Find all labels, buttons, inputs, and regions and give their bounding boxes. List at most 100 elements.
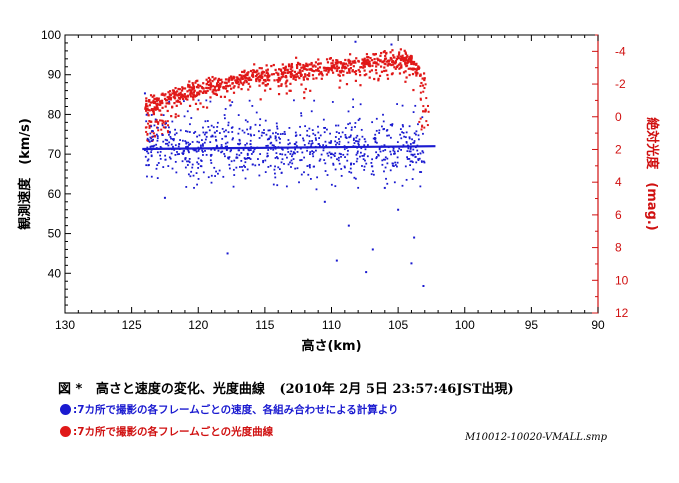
velocity-point bbox=[318, 159, 321, 162]
velocity-point bbox=[308, 127, 311, 130]
velocity-point bbox=[152, 130, 154, 133]
magnitude-point bbox=[300, 83, 303, 86]
velocity-point bbox=[156, 135, 159, 138]
velocity-point bbox=[147, 164, 150, 167]
magnitude-point bbox=[193, 89, 196, 92]
velocity-point bbox=[249, 133, 252, 136]
velocity-fit-line-path bbox=[142, 145, 436, 151]
magnitude-point bbox=[168, 95, 171, 98]
magnitude-point bbox=[215, 84, 218, 88]
magnitude-point bbox=[380, 70, 384, 73]
magnitude-point bbox=[320, 70, 323, 74]
magnitude-point bbox=[349, 63, 352, 66]
magnitude-point bbox=[277, 85, 280, 88]
magnitude-point bbox=[366, 56, 369, 59]
magnitude-point bbox=[360, 62, 364, 65]
velocity-point bbox=[189, 123, 191, 126]
legend-item-velocity: :7カ所で撮影の各フレームごとの速度、各組み合わせによる計算より bbox=[60, 402, 399, 417]
velocity-point bbox=[337, 124, 340, 127]
velocity-point bbox=[194, 130, 197, 133]
velocity-point bbox=[344, 127, 347, 129]
velocity-point bbox=[145, 150, 148, 153]
velocity-point bbox=[308, 140, 311, 143]
magnitude-point bbox=[321, 74, 324, 77]
velocity-point bbox=[357, 140, 360, 143]
velocity-point bbox=[246, 120, 249, 123]
magnitude-point bbox=[327, 71, 330, 74]
velocity-point bbox=[275, 139, 278, 142]
velocity-point bbox=[205, 99, 208, 102]
velocity-point bbox=[193, 149, 196, 152]
magnitude-point bbox=[224, 87, 228, 90]
magnitude-point bbox=[405, 59, 408, 62]
velocity-point bbox=[237, 149, 240, 152]
velocity-point bbox=[390, 153, 392, 156]
magnitude-point bbox=[339, 71, 342, 74]
magnitude-point bbox=[178, 92, 181, 95]
velocity-point bbox=[343, 148, 346, 151]
magnitude-point bbox=[421, 124, 424, 127]
magnitude-point bbox=[272, 63, 275, 67]
velocity-point bbox=[367, 144, 369, 146]
velocity-point bbox=[406, 158, 409, 160]
magnitude-point bbox=[303, 91, 306, 94]
magnitude-point bbox=[144, 107, 147, 110]
velocity-point bbox=[184, 158, 187, 161]
velocity-point bbox=[159, 154, 161, 157]
velocity-point bbox=[352, 139, 355, 141]
magnitude-point bbox=[218, 82, 222, 85]
velocity-point bbox=[417, 153, 419, 155]
magnitude-point bbox=[409, 59, 412, 63]
velocity-point bbox=[274, 137, 277, 140]
velocity-point bbox=[309, 166, 311, 169]
velocity-point bbox=[396, 165, 398, 168]
magnitude-point bbox=[424, 109, 427, 112]
magnitude-point bbox=[284, 75, 287, 78]
velocity-point bbox=[210, 154, 212, 157]
magnitude-point bbox=[171, 106, 174, 109]
magnitude-point bbox=[148, 99, 151, 102]
magnitude-point bbox=[348, 59, 351, 63]
magnitude-point bbox=[279, 69, 283, 72]
magnitude-point bbox=[241, 70, 244, 74]
velocity-point bbox=[168, 126, 170, 129]
magnitude-point bbox=[183, 87, 187, 90]
velocity-point bbox=[213, 149, 216, 151]
x-tick-label: 130 bbox=[55, 318, 75, 332]
magnitude-point bbox=[258, 84, 261, 87]
velocity-point bbox=[232, 185, 235, 188]
velocity-point bbox=[375, 156, 378, 158]
magnitude-point bbox=[190, 92, 193, 95]
velocity-point bbox=[249, 143, 252, 146]
velocity-point bbox=[372, 170, 374, 173]
y-left-tick-label: 80 bbox=[48, 107, 62, 121]
velocity-point bbox=[253, 134, 256, 137]
velocity-point bbox=[302, 137, 304, 140]
velocity-point bbox=[352, 98, 354, 101]
velocity-point bbox=[202, 144, 204, 147]
velocity-point bbox=[278, 141, 281, 144]
velocity-point bbox=[362, 158, 365, 161]
velocity-point bbox=[350, 162, 353, 165]
magnitude-point bbox=[166, 109, 169, 113]
velocity-point bbox=[156, 139, 159, 142]
velocity-point bbox=[274, 136, 277, 139]
magnitude-point bbox=[325, 73, 329, 76]
figure-title: 高さと速度の変化、光度曲線 bbox=[95, 382, 265, 397]
velocity-point bbox=[312, 132, 315, 135]
velocity-point bbox=[347, 123, 350, 126]
magnitude-point bbox=[374, 52, 377, 56]
magnitude-point bbox=[291, 69, 294, 72]
legend-label-magnitude: :7カ所で撮影の各フレームごとの光度曲線 bbox=[73, 426, 274, 438]
velocity-point bbox=[412, 154, 414, 157]
magnitude-point bbox=[228, 76, 231, 79]
velocity-point bbox=[184, 157, 187, 159]
velocity-point bbox=[311, 140, 313, 142]
magnitude-point bbox=[330, 67, 333, 70]
velocity-point bbox=[192, 174, 195, 177]
velocity-point bbox=[231, 101, 234, 104]
magnitude-point bbox=[320, 77, 323, 80]
velocity-point bbox=[303, 156, 306, 159]
magnitude-point bbox=[326, 61, 330, 64]
velocity-point bbox=[418, 157, 421, 160]
